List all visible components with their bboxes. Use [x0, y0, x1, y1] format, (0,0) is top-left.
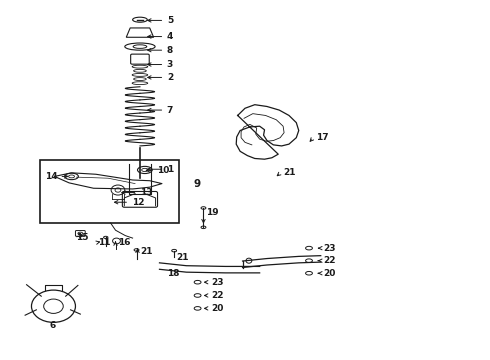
Text: 20: 20: [211, 304, 223, 313]
Text: 4: 4: [167, 32, 173, 41]
Text: 5: 5: [167, 16, 173, 25]
Text: 22: 22: [323, 256, 336, 265]
Text: 23: 23: [323, 244, 336, 253]
Text: 19: 19: [206, 208, 219, 217]
Text: 9: 9: [194, 179, 201, 189]
Text: 3: 3: [167, 60, 173, 69]
Bar: [40, 160, 179, 223]
Text: 18: 18: [167, 269, 179, 278]
Text: 2: 2: [167, 73, 173, 82]
Text: 7: 7: [167, 105, 173, 114]
Text: 1: 1: [167, 165, 173, 174]
Text: 10: 10: [157, 166, 170, 175]
Text: 21: 21: [283, 168, 295, 177]
Text: 12: 12: [132, 198, 144, 207]
Text: 8: 8: [167, 46, 173, 55]
Text: 15: 15: [76, 233, 89, 242]
Text: 21: 21: [176, 253, 189, 262]
Text: 13: 13: [140, 188, 152, 197]
Text: 21: 21: [140, 247, 152, 256]
Text: 11: 11: [98, 238, 111, 247]
Text: 20: 20: [323, 269, 336, 278]
Text: 22: 22: [211, 291, 223, 300]
Text: 14: 14: [45, 172, 57, 181]
Text: 16: 16: [118, 238, 130, 247]
Text: 17: 17: [316, 133, 328, 142]
Text: 23: 23: [211, 278, 223, 287]
Text: 6: 6: [49, 321, 56, 330]
